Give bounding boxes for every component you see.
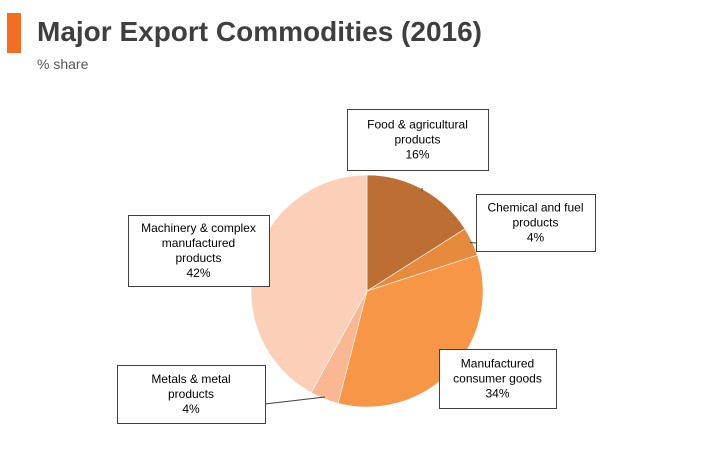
leader-line xyxy=(470,241,477,244)
slice-value-label: 16% xyxy=(405,148,429,162)
slice-name-label: products xyxy=(394,133,440,147)
leader-line xyxy=(264,396,326,405)
chart-title: Major Export Commodities (2016) xyxy=(37,16,482,47)
slice-name-label: Metals & metal xyxy=(151,372,230,386)
slice-value-label: 4% xyxy=(527,231,545,245)
slice-name-label: manufactured xyxy=(162,236,235,250)
pie-slice xyxy=(366,174,466,292)
callout-label: Machinery & complexmanufacturedproducts4… xyxy=(128,215,270,287)
slice-name-label: products xyxy=(175,251,221,265)
chart-subtitle: % share xyxy=(37,56,89,72)
slice-name-label: products xyxy=(512,216,558,230)
callout-box xyxy=(117,365,266,424)
callout-box xyxy=(128,215,270,287)
callout-box xyxy=(439,349,557,409)
slice-name-label: consumer goods xyxy=(453,372,542,386)
slice-value-label: 34% xyxy=(485,387,509,401)
slice-name-label: Chemical and fuel xyxy=(487,201,583,215)
title-accent-bar xyxy=(7,13,21,53)
leader-lines xyxy=(264,187,477,405)
callout-box xyxy=(476,194,596,252)
callout-box xyxy=(347,109,489,171)
slice-value-label: 4% xyxy=(182,402,200,416)
slice-name-label: Machinery & complex xyxy=(141,221,256,235)
slice-name-label: Manufactured xyxy=(461,357,534,371)
slice-name-label: products xyxy=(168,387,214,401)
slice-value-label: 42% xyxy=(186,266,210,280)
slice-name-label: Food & agricultural xyxy=(367,118,468,132)
